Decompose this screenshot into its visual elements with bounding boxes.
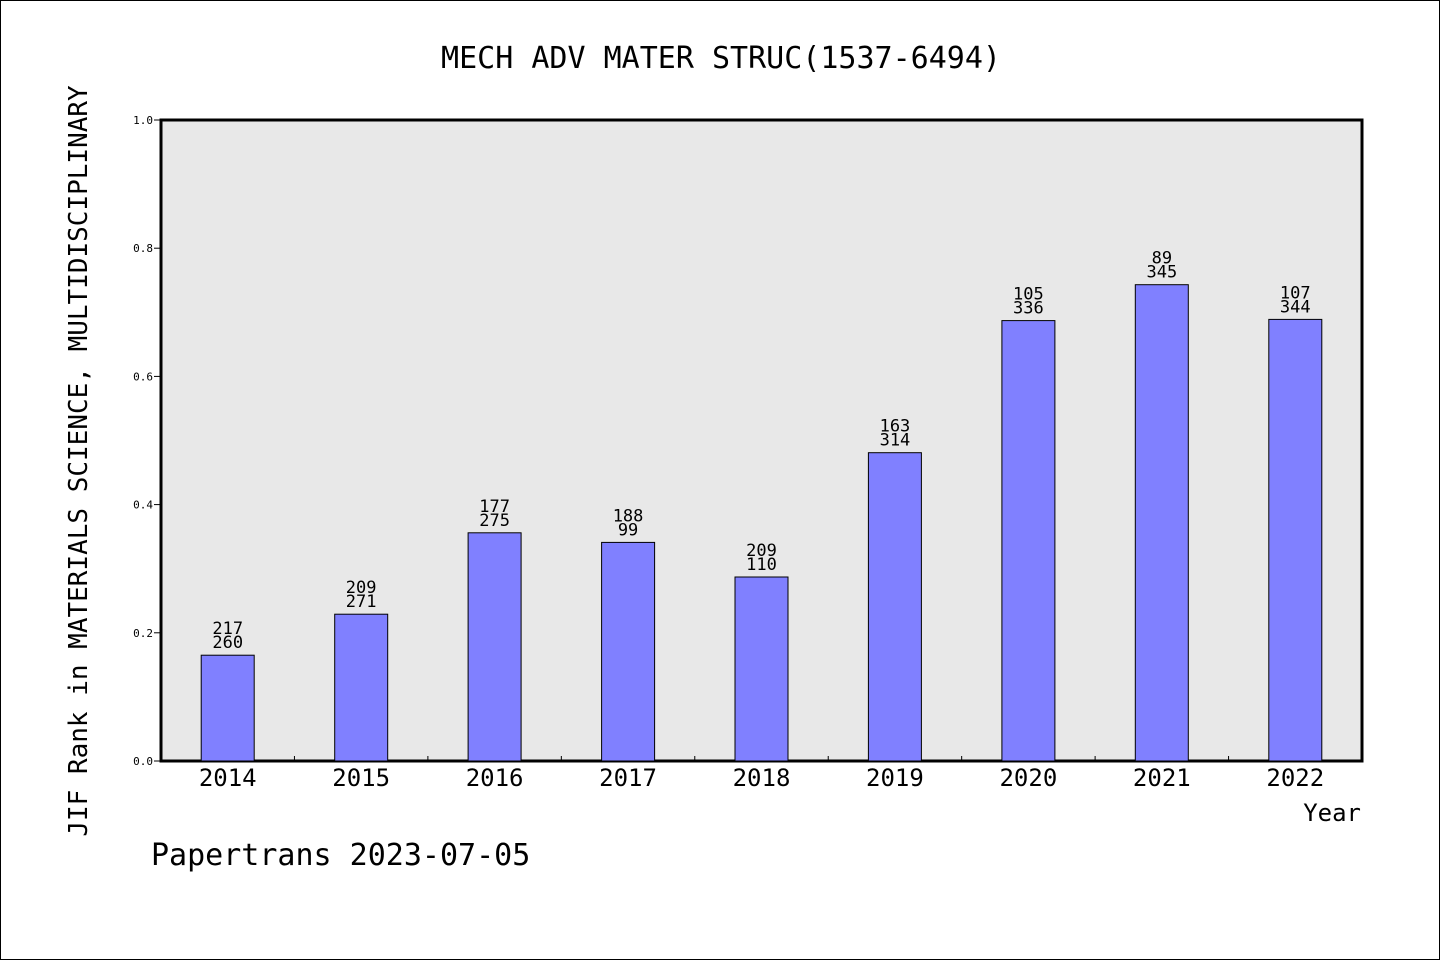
x-tick-label-2016: 2016 (466, 764, 524, 792)
y-tick-label-0.2: 0.2 (133, 627, 153, 640)
y-axis-label: JIF Rank in MATERIALS SCIENCE, MULTIDISC… (64, 85, 94, 837)
bar-label-bottom-2020: 336 (1013, 299, 1044, 319)
bar-2016 (467, 532, 522, 762)
bar-label-bottom-2014: 260 (212, 633, 243, 653)
bar-2020 (1001, 320, 1056, 762)
x-tick-label-2022: 2022 (1266, 764, 1324, 792)
bar-2019 (867, 452, 922, 762)
x-tick-label-2017: 2017 (599, 764, 657, 792)
bar-2015 (334, 613, 389, 762)
y-tick-label-0.6: 0.6 (133, 370, 153, 383)
bar-label-bottom-2021: 345 (1146, 263, 1177, 283)
bar-label-top-2016: 177 (479, 497, 510, 517)
bars-group (200, 284, 1323, 762)
bar-label-top-2018: 209 (746, 541, 777, 561)
bar-label-top-2014: 217 (212, 619, 243, 639)
bar-label-top-2019: 163 (880, 417, 911, 437)
bar-label-bottom-2017: 99 (618, 520, 638, 540)
y-axis-ticks: 0.0 0.2 0.4 0.6 0.8 1.0 (133, 114, 161, 768)
y-tick-label-0.8: 0.8 (133, 242, 153, 255)
bar-label-top-2015: 209 (346, 578, 377, 598)
bar-2018 (734, 576, 789, 762)
bar-label-bottom-2015: 271 (346, 592, 377, 612)
bar-label-bottom-2019: 314 (880, 431, 911, 451)
x-tick-label-2021: 2021 (1133, 764, 1191, 792)
chart-title: MECH ADV MATER STRUC(1537-6494) (441, 41, 1001, 76)
x-tick-label-2015: 2015 (332, 764, 390, 792)
x-tick-label-2014: 2014 (199, 764, 257, 792)
x-tick-label-2018: 2018 (733, 764, 791, 792)
y-tick-label-1.0: 1.0 (133, 114, 153, 127)
bar-label-top-2021: 89 (1152, 249, 1172, 269)
bar-2021 (1134, 284, 1189, 762)
footer-watermark: Papertrans 2023-07-05 (151, 838, 530, 873)
bar-2017 (601, 541, 656, 762)
bar-label-top-2022: 107 (1280, 283, 1311, 303)
bar-label-top-2017: 188 (613, 506, 644, 526)
bar-2014 (200, 654, 255, 762)
y-tick-label-0.0: 0.0 (133, 755, 153, 768)
x-tick-label-2019: 2019 (866, 764, 924, 792)
bar-label-bottom-2016: 275 (479, 511, 510, 531)
x-axis-ticks: 2014 2015 2016 2017 2018 2019 2020 2021 2022 (199, 756, 1324, 792)
bar-2022 (1268, 318, 1323, 762)
x-axis-label: Year (1303, 799, 1361, 827)
y-tick-label-0.4: 0.4 (133, 499, 153, 512)
bar-label-top-2020: 105 (1013, 285, 1044, 305)
bar-label-bottom-2018: 110 (746, 555, 777, 575)
x-tick-label-2020: 2020 (999, 764, 1057, 792)
bar-label-bottom-2022: 344 (1280, 297, 1311, 317)
